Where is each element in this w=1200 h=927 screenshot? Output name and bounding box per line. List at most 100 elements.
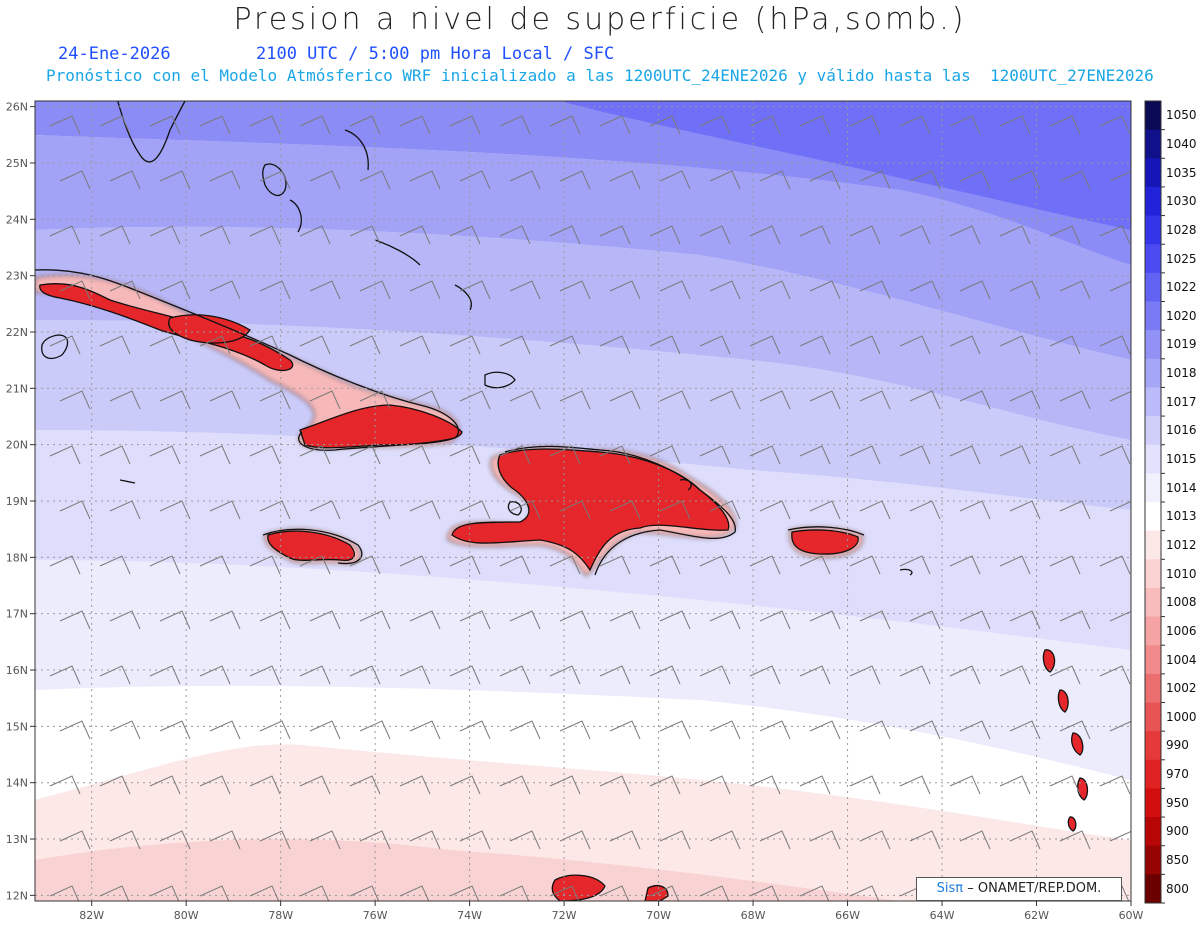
lat-label: 23N xyxy=(6,270,28,283)
wind-barb xyxy=(399,115,431,135)
lat-label: 13N xyxy=(6,833,28,846)
wind-barb xyxy=(99,115,131,135)
wind-barb xyxy=(1109,830,1131,842)
wind-barb xyxy=(1099,445,1131,465)
colorbar-level-label: 950 xyxy=(1166,795,1189,810)
wind-barb xyxy=(299,775,331,795)
wind-barb xyxy=(399,665,431,685)
wind-barb xyxy=(549,225,581,245)
wind-barb xyxy=(149,445,181,465)
wind-barb xyxy=(709,170,741,190)
wind-barb xyxy=(509,500,541,520)
wind-barb xyxy=(999,445,1031,465)
wind-barb xyxy=(599,225,631,245)
colorbar-level-label: 1040 xyxy=(1166,136,1197,151)
colorbar-level-label: 1022 xyxy=(1166,280,1197,295)
lat-label: 21N xyxy=(6,382,28,395)
lat-label: 26N xyxy=(6,101,28,114)
wind-barb xyxy=(549,555,581,575)
longitude-axis: 82W 80W 78W 76W 74W 72W 70W 68W 66W 64W 62W 60W xyxy=(79,901,1144,922)
wind-barb xyxy=(949,445,981,465)
wind-barb xyxy=(199,225,231,245)
colorbar-level-label: 1025 xyxy=(1166,251,1197,266)
wind-barb xyxy=(249,115,281,135)
lat-label: 16N xyxy=(6,664,28,677)
wind-barb xyxy=(49,775,81,795)
wind-barb xyxy=(899,555,931,575)
wind-barb xyxy=(749,665,781,685)
wind-barb xyxy=(109,830,141,850)
wind-barb xyxy=(999,115,1031,135)
wind-barb xyxy=(299,225,331,245)
wind-barb xyxy=(459,280,491,300)
colorbar-level-label: 1000 xyxy=(1166,709,1197,724)
wind-barb xyxy=(499,335,531,355)
wind-barb xyxy=(559,390,591,410)
wind-barb xyxy=(649,445,681,465)
latitude-axis: 26N 25N 24N 23N 22N 21N 20N 19N 18N 17N 16N 15N 14N 1… xyxy=(6,101,35,902)
colorbar-level-label: 1030 xyxy=(1166,194,1197,209)
lon-label: 80W xyxy=(174,909,199,922)
wind-barb xyxy=(49,225,81,245)
wind-barb xyxy=(109,720,141,740)
wind-barb xyxy=(859,720,891,740)
wind-barb xyxy=(609,500,641,520)
wind-barb xyxy=(349,445,381,465)
wind-barb xyxy=(999,555,1031,575)
forecast-date: 24-Ene-2026 xyxy=(58,44,171,64)
colorbar-level-label: 800 xyxy=(1166,881,1189,896)
lat-label: 25N xyxy=(6,157,28,170)
wind-barb xyxy=(499,225,531,245)
wind-barb xyxy=(259,390,291,410)
lat-label: 12N xyxy=(6,889,28,902)
wind-barb xyxy=(1049,115,1081,135)
wind-barb xyxy=(149,885,180,901)
wind-barb xyxy=(509,390,541,410)
wind-barb xyxy=(349,775,381,795)
colorbar-swatch xyxy=(1145,215,1161,245)
wind-barb xyxy=(559,830,591,850)
wind-barb xyxy=(149,665,181,685)
wind-barb xyxy=(1099,555,1131,575)
wind-barb xyxy=(549,885,580,901)
colorbar-level-label: 1010 xyxy=(1166,566,1197,581)
wind-barb xyxy=(859,280,891,300)
lon-label: 82W xyxy=(79,909,104,922)
wind-barb xyxy=(459,390,491,410)
wind-barb xyxy=(999,225,1031,245)
colorbar-swatch xyxy=(1145,387,1161,417)
wind-barb xyxy=(359,720,391,740)
wind-barb xyxy=(349,665,381,685)
wind-barb xyxy=(249,775,281,795)
colorbar-level-label: 1002 xyxy=(1166,681,1197,696)
colorbar-swatch xyxy=(1145,845,1161,875)
wind-barb xyxy=(799,115,831,135)
wind-barb xyxy=(1109,610,1131,622)
model-info: Pronóstico con el Modelo Atmósferico WRF… xyxy=(46,66,1154,85)
wind-barb xyxy=(759,390,791,410)
wind-barb xyxy=(549,115,581,135)
wind-barb xyxy=(509,170,541,190)
wind-barb xyxy=(699,445,731,465)
wind-barb xyxy=(799,445,831,465)
wind-barb xyxy=(1099,665,1131,685)
wind-barb xyxy=(149,115,181,135)
wind-barb xyxy=(149,775,181,795)
wind-barb xyxy=(959,830,991,850)
wind-barb xyxy=(159,500,191,520)
wind-barb xyxy=(959,280,991,300)
wind-barb xyxy=(1099,115,1131,135)
wind-barb xyxy=(959,170,991,190)
wind-barb xyxy=(359,280,391,300)
wind-barb xyxy=(409,390,441,410)
wind-barb xyxy=(549,775,581,795)
wind-barb xyxy=(1009,720,1041,740)
colorbar-level-label: 1020 xyxy=(1166,308,1197,323)
lat-label: 24N xyxy=(6,213,28,226)
colorbar-swatch xyxy=(1145,244,1161,274)
wind-barb xyxy=(849,445,881,465)
wind-barb xyxy=(959,610,991,630)
wind-barb xyxy=(949,115,981,135)
wind-barb xyxy=(609,610,641,630)
lat-label: 17N xyxy=(6,608,28,621)
